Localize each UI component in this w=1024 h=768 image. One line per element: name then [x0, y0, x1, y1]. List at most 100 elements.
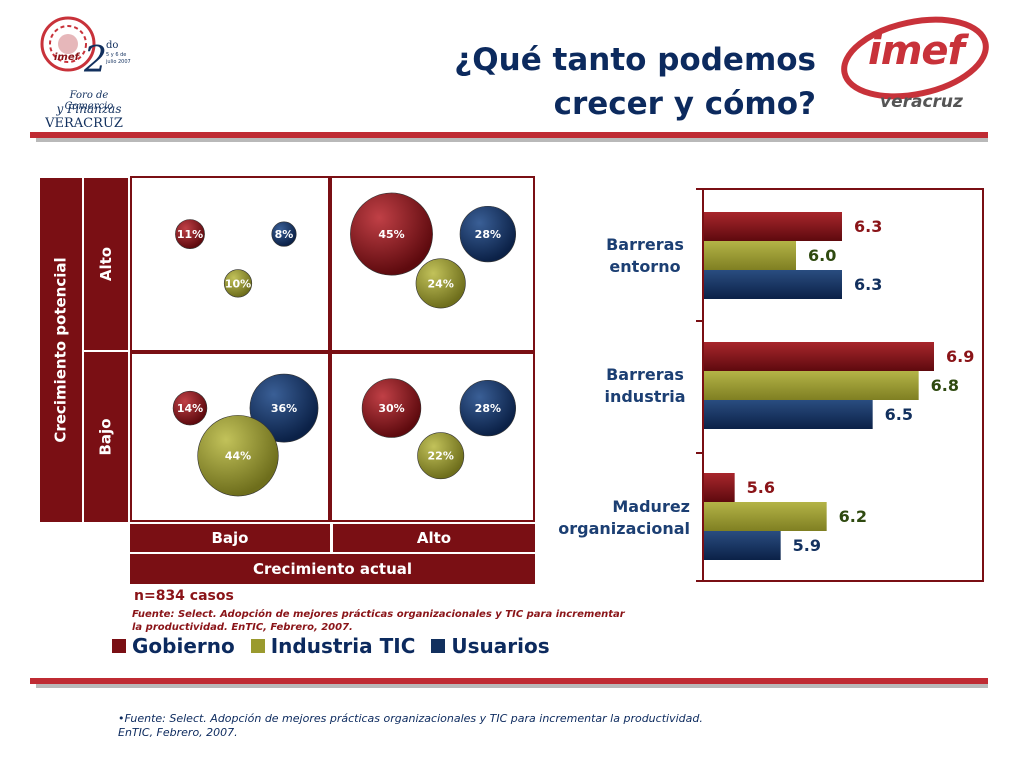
bar-industria-2 — [704, 371, 919, 400]
bubble-usuarios-bajo-bajo — [249, 373, 319, 443]
legend-item-industria: Industria TIC — [250, 634, 416, 658]
bar-chart-axis — [702, 188, 704, 582]
bar-usuarios-2 — [704, 400, 873, 429]
bar-gobierno-2-label: 6.9 — [946, 347, 974, 366]
axis-tick-2 — [696, 320, 704, 322]
x-level-bajo-text: Bajo — [211, 529, 249, 547]
bubble-gobierno-alto-alto — [350, 192, 433, 276]
footer-source: •Fuente: Select. Adopción de mejores prá… — [118, 712, 878, 740]
legend-swatch-usuarios — [431, 639, 446, 653]
bar-gobierno-2 — [704, 342, 934, 371]
category-label-barreras-entorno: Barreras entorno — [592, 234, 698, 278]
axis-tick-4 — [696, 580, 704, 582]
title-line-2: crecer y cómo? — [553, 86, 816, 122]
bubble-industria-alto-bajo-label: 10% — [225, 277, 251, 290]
top-divider — [30, 132, 988, 138]
y-level-bajo: Bajo — [84, 352, 128, 522]
legend-swatch-industria — [250, 639, 265, 653]
legend-item-usuarios: Usuarios — [431, 634, 550, 658]
bubble-gobierno-bajo-alto — [361, 378, 422, 438]
bar-gobierno-3-label: 5.6 — [747, 478, 775, 497]
bar-usuarios-3 — [704, 531, 781, 560]
category-label-barreras-entorno-text: Barreras entorno — [606, 235, 684, 276]
x-axis-title-text: Crecimiento actual — [252, 560, 413, 578]
x-axis-title: Crecimiento actual — [130, 554, 535, 584]
bubble-usuarios-alto-alto — [459, 205, 516, 263]
imef-logo: imef veracruz — [840, 14, 990, 114]
sample-size: n=834 casos — [134, 588, 234, 604]
bar-gobierno-1-label: 6.3 — [854, 217, 882, 236]
legend-item-gobierno: Gobierno — [112, 634, 235, 658]
bubble-usuarios-bajo-bajo-label: 36% — [271, 402, 297, 415]
imef-logo-city: veracruz — [880, 92, 963, 112]
legend-label-usuarios: Usuarios — [451, 634, 550, 658]
bar-gobierno-1 — [704, 212, 842, 241]
foro-logo-graphic: imef 2 — [40, 16, 107, 81]
category-label-madurez-text: Madurez organizacional — [558, 497, 690, 538]
matrix-source: Fuente: Select. Adopción de mejores prác… — [132, 608, 632, 634]
quadrant-alto-bajo — [130, 176, 330, 352]
foro-logo-do: do — [106, 40, 119, 51]
bar-industria-1-label: 6.0 — [808, 246, 836, 265]
category-label-madurez: Madurez organizacional — [540, 496, 690, 540]
bar-industria-2-label: 6.8 — [931, 376, 959, 395]
axis-tick-1 — [696, 188, 704, 190]
bubble-usuarios-bajo-alto-label: 28% — [475, 402, 501, 415]
bubble-gobierno-bajo-bajo-label: 14% — [177, 402, 203, 415]
bar-usuarios-1-label: 6.3 — [854, 275, 882, 294]
legend-label-industria: Industria TIC — [270, 634, 416, 658]
footer-source-line-1: •Fuente: Select. Adopción de mejores prá… — [118, 712, 703, 725]
svg-text:2: 2 — [83, 40, 107, 81]
foro-logo-date: 5 y 6 de julio 2007 — [106, 52, 131, 65]
bubble-usuarios-bajo-alto — [459, 379, 516, 437]
bubble-industria-bajo-bajo-label: 44% — [225, 450, 251, 463]
bubble-usuarios-alto-bajo-label: 8% — [275, 228, 294, 241]
category-label-barreras-industria: Barreras industria — [592, 364, 698, 408]
bar-chart-frame — [702, 188, 984, 582]
bar-usuarios-2-label: 6.5 — [885, 405, 913, 424]
matrix-source-line-2: la productividad. EnTIC, Febrero, 2007. — [132, 622, 353, 633]
bottom-divider — [30, 678, 988, 684]
bar-industria-1 — [704, 241, 796, 270]
legend-swatch-gobierno — [112, 639, 126, 653]
top-divider-shadow — [36, 138, 988, 142]
bubble-industria-bajo-alto-label: 22% — [428, 450, 454, 463]
bubble-gobierno-alto-alto-label: 45% — [378, 228, 404, 241]
category-label-barreras-industria-text: Barreras industria — [604, 365, 686, 406]
x-level-alto-text: Alto — [416, 529, 452, 547]
bar-industria-3 — [704, 502, 827, 531]
bubble-gobierno-alto-bajo-label: 11% — [177, 228, 203, 241]
bar-industria-3-label: 6.2 — [839, 507, 867, 526]
foro-logo: imef 2 do 5 y 6 de julio 2007 Foro de Co… — [36, 10, 132, 131]
footer-source-line-2: EnTIC, Febrero, 2007. — [118, 726, 238, 739]
foro-logo-city: VERACRUZ — [45, 116, 123, 131]
x-level-bajo: Bajo — [130, 524, 330, 552]
bubble-usuarios-alto-bajo — [271, 221, 297, 247]
bubble-industria-alto-alto — [415, 258, 466, 309]
bubble-industria-bajo-alto — [417, 432, 465, 480]
slide-title: ¿Qué tanto podemos crecer y cómo? — [396, 38, 816, 126]
bubble-industria-alto-bajo — [223, 269, 253, 298]
imef-logo-swoosh — [841, 16, 989, 100]
bubble-gobierno-bajo-alto-label: 30% — [378, 402, 404, 415]
bottom-divider-shadow — [36, 684, 988, 688]
title-line-1: ¿Qué tanto podemos — [454, 42, 816, 78]
legend: Gobierno Industria TIC Usuarios — [112, 634, 550, 658]
bubble-usuarios-alto-alto-label: 28% — [475, 228, 501, 241]
y-level-alto: Alto — [84, 178, 128, 350]
foro-logo-finanzas: y Finanzas — [56, 102, 122, 116]
axis-tick-3 — [696, 452, 704, 454]
bubble-industria-alto-alto-label: 24% — [428, 277, 454, 290]
x-level-alto: Alto — [333, 524, 535, 552]
bubble-gobierno-bajo-bajo — [172, 390, 208, 426]
bar-usuarios-1 — [704, 270, 842, 299]
bubble-gobierno-alto-bajo — [175, 219, 205, 249]
svg-text:imef: imef — [54, 52, 81, 63]
bar-usuarios-3-label: 5.9 — [793, 536, 821, 555]
foro-logo-forum: Foro de Comercio — [64, 90, 114, 112]
bubble-industria-bajo-bajo — [197, 415, 279, 497]
y-axis-title: Crecimiento potencial — [40, 178, 82, 522]
matrix-source-line-1: Fuente: Select. Adopción de mejores prác… — [132, 609, 625, 620]
